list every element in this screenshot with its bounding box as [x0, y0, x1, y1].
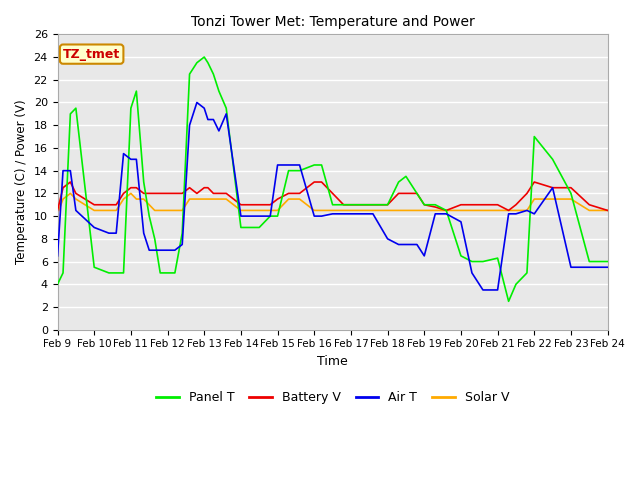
Air T	[54, 253, 61, 259]
Panel T	[72, 105, 80, 111]
Air T	[395, 241, 403, 247]
Line: Panel T: Panel T	[58, 57, 607, 301]
Solar V	[67, 191, 74, 196]
Panel T	[505, 299, 513, 304]
Y-axis label: Temperature (C) / Power (V): Temperature (C) / Power (V)	[15, 100, 28, 264]
Battery V	[179, 191, 186, 196]
Air T	[244, 213, 252, 219]
Line: Air T: Air T	[58, 103, 607, 290]
Panel T	[395, 179, 403, 185]
Air T	[479, 287, 487, 293]
Solar V	[90, 207, 98, 213]
Air T	[67, 168, 74, 174]
Panel T	[604, 259, 611, 264]
Battery V	[67, 179, 74, 185]
Battery V	[54, 207, 61, 213]
Panel T	[200, 54, 208, 60]
Line: Solar V: Solar V	[58, 193, 607, 214]
X-axis label: Time: Time	[317, 355, 348, 368]
Panel T	[244, 225, 252, 230]
Air T	[604, 264, 611, 270]
Battery V	[604, 207, 611, 213]
Line: Battery V: Battery V	[58, 182, 607, 210]
Battery V	[402, 191, 410, 196]
Air T	[193, 100, 201, 106]
Solar V	[395, 207, 403, 213]
Air T	[402, 241, 410, 247]
Solar V	[54, 211, 61, 216]
Solar V	[72, 196, 80, 202]
Air T	[171, 247, 179, 253]
Battery V	[90, 202, 98, 208]
Legend: Panel T, Battery V, Air T, Solar V: Panel T, Battery V, Air T, Solar V	[151, 386, 514, 409]
Panel T	[67, 111, 74, 117]
Title: Tonzi Tower Met: Temperature and Power: Tonzi Tower Met: Temperature and Power	[191, 15, 474, 29]
Solar V	[244, 207, 252, 213]
Solar V	[179, 207, 186, 213]
Panel T	[171, 270, 179, 276]
Battery V	[395, 191, 403, 196]
Text: TZ_tmet: TZ_tmet	[63, 48, 120, 60]
Solar V	[402, 207, 410, 213]
Panel T	[402, 173, 410, 179]
Solar V	[604, 207, 611, 213]
Battery V	[72, 191, 80, 196]
Panel T	[54, 281, 61, 287]
Battery V	[244, 202, 252, 208]
Air T	[72, 207, 80, 213]
